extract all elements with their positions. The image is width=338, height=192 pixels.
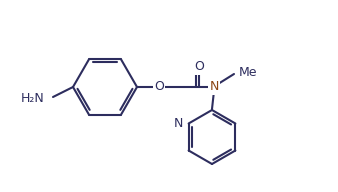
Text: Me: Me (239, 66, 258, 79)
Text: O: O (194, 60, 204, 74)
Text: N: N (209, 80, 219, 94)
Text: O: O (154, 80, 164, 94)
Text: H₂N: H₂N (21, 93, 45, 105)
Text: N: N (174, 117, 184, 130)
